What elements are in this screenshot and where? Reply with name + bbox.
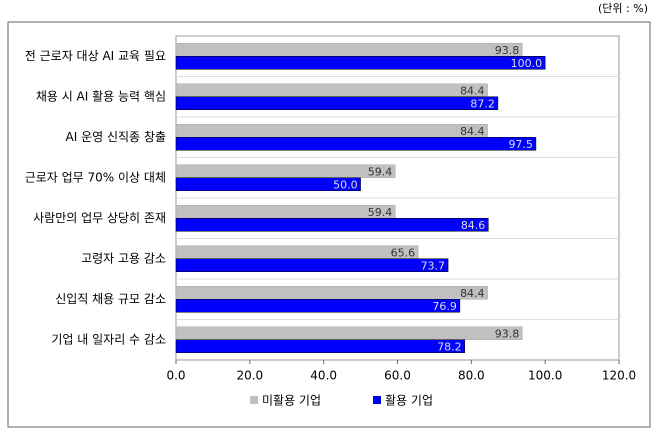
value-label: 78.2 bbox=[437, 340, 462, 353]
bar bbox=[175, 286, 488, 300]
value-label: 93.8 bbox=[495, 44, 520, 57]
x-tick-label: 40.0 bbox=[310, 369, 337, 383]
x-tick-label: 120.0 bbox=[602, 369, 636, 383]
value-label: 93.8 bbox=[495, 327, 520, 340]
value-label: 84.4 bbox=[460, 287, 485, 300]
bar bbox=[175, 43, 523, 57]
y-tick-label: 기업 내 일자리 수 감소 bbox=[51, 332, 166, 346]
value-label: 84.6 bbox=[461, 219, 486, 232]
legend-swatch bbox=[250, 396, 258, 404]
y-tick-label: AI 운영 신직종 창출 bbox=[66, 130, 166, 144]
y-tick-label: 고령자 고용 감소 bbox=[81, 251, 166, 265]
value-label: 73.7 bbox=[421, 259, 446, 272]
x-tick-label: 60.0 bbox=[384, 369, 411, 383]
y-tick-label: 전 근로자 대상 AI 교육 필요 bbox=[25, 49, 166, 63]
y-tick-label: 신입직 채용 규모 감소 bbox=[55, 292, 166, 306]
bar bbox=[175, 164, 396, 178]
value-label: 87.2 bbox=[470, 97, 495, 110]
value-label: 76.9 bbox=[432, 300, 457, 313]
y-tick-label: 채용 시 AI 활용 능력 핵심 bbox=[36, 89, 166, 103]
bar bbox=[175, 245, 419, 259]
value-label: 97.5 bbox=[508, 138, 533, 151]
value-label: 50.0 bbox=[333, 178, 358, 191]
value-label: 84.4 bbox=[460, 84, 485, 97]
bar bbox=[175, 137, 537, 151]
bar bbox=[175, 177, 361, 191]
value-label: 59.4 bbox=[368, 206, 393, 219]
y-tick-label: 사람만의 업무 상당히 존재 bbox=[33, 211, 166, 225]
legend-label: 미활용 기업 bbox=[262, 394, 321, 408]
bar bbox=[175, 83, 488, 97]
bar bbox=[175, 56, 546, 70]
value-label: 59.4 bbox=[368, 165, 393, 178]
value-label: 100.0 bbox=[511, 57, 543, 70]
value-label: 84.4 bbox=[460, 125, 485, 138]
bar bbox=[175, 96, 499, 110]
x-tick-label: 20.0 bbox=[236, 369, 263, 383]
unit-label: (단위 : %) bbox=[598, 2, 648, 15]
x-tick-label: 80.0 bbox=[458, 369, 485, 383]
x-tick-label: 0.0 bbox=[166, 369, 185, 383]
bar bbox=[175, 326, 523, 340]
legend-label: 활용 기업 bbox=[385, 394, 433, 408]
bar bbox=[175, 299, 461, 313]
bar bbox=[175, 205, 396, 219]
y-tick-label: 근로자 업무 70% 이상 대체 bbox=[25, 170, 166, 184]
bar bbox=[175, 218, 489, 232]
frame bbox=[7, 21, 651, 428]
legend-swatch bbox=[373, 396, 382, 404]
bar bbox=[175, 124, 488, 138]
bar bbox=[175, 258, 449, 272]
bar bbox=[175, 339, 465, 353]
value-label: 65.6 bbox=[391, 246, 416, 259]
x-tick-label: 100.0 bbox=[528, 369, 562, 383]
